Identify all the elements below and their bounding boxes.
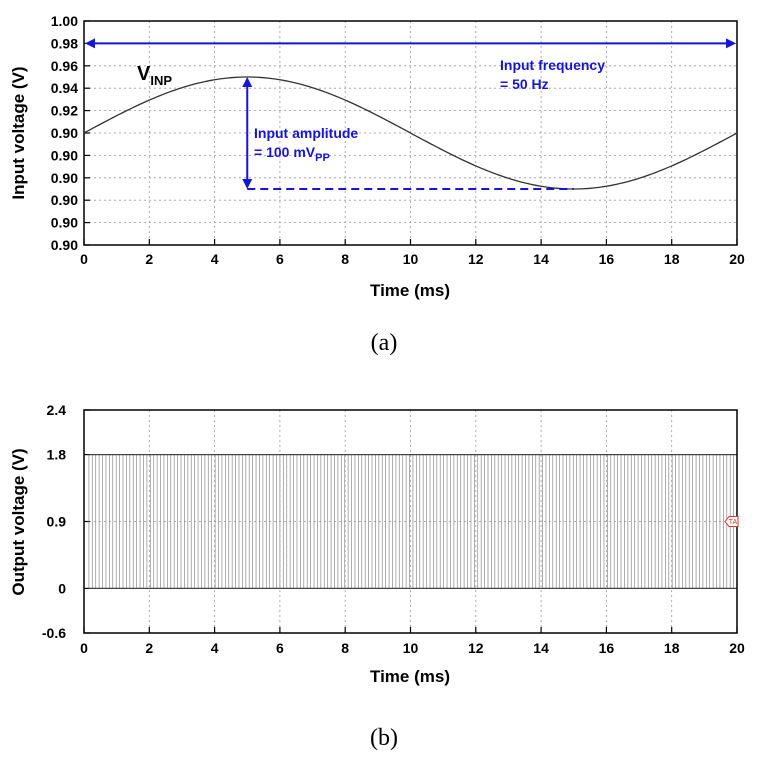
x-tick-label-b: 16 xyxy=(599,640,615,656)
y-tick-label-a: 0.90 xyxy=(51,125,78,141)
x-tick-label-a: 10 xyxy=(403,251,419,267)
x-tick-label-b: 18 xyxy=(664,640,680,656)
x-tick-label-b: 8 xyxy=(341,640,349,656)
x-tick-label-a: 2 xyxy=(145,251,153,267)
x-tick-label-a: 0 xyxy=(80,251,88,267)
x-tick-label-b: 14 xyxy=(533,640,549,656)
y-tick-label-a: 0.90 xyxy=(51,147,78,163)
x-tick-label-b: 10 xyxy=(403,640,419,656)
y-ticks-a: 1.00 0.98 0.96 0.94 0.92 0.90 0.90 0.90 0.90 0.90… xyxy=(51,13,78,253)
y-tick-label-a: 0.90 xyxy=(51,237,78,253)
ta-marker-shape xyxy=(724,516,739,527)
y-tick-label-a: 1.00 xyxy=(51,13,78,29)
x-tick-label-b: 20 xyxy=(729,640,745,656)
x-tick-label-a: 14 xyxy=(533,251,549,267)
panel-label-b: (b) xyxy=(370,725,398,751)
panel-label-a: (a) xyxy=(371,330,398,356)
y-ticks-b: 2.4 1.8 0.9 0 -0.6 xyxy=(42,402,66,641)
output-pulse-train xyxy=(88,454,734,589)
x-tick-label-b: 12 xyxy=(468,640,484,656)
y-tick-label-b: -0.6 xyxy=(42,625,66,641)
y-tick-label-a: 0.90 xyxy=(51,170,78,186)
x-tick-label-a: 18 xyxy=(664,251,680,267)
vinp-series-line xyxy=(83,76,738,190)
x-ticks-b: 0 2 4 6 8 10 12 14 16 18 20 xyxy=(80,640,745,656)
output-voltage-chart: 2.4 1.8 0.9 0 -0.6 0 2 4 6 8 10 12 14 16 18 20 TA Time… xyxy=(9,402,745,751)
x-tick-label-a: 4 xyxy=(211,251,219,267)
y-tick-label-a: 0.90 xyxy=(51,215,78,231)
amplitude-arrowhead-bottom xyxy=(242,179,253,189)
ta-marker: TA xyxy=(724,516,739,527)
vinp-series-label: VINP xyxy=(137,63,172,88)
vinp-label-main: V xyxy=(137,63,151,85)
y-tick-label-a: 0.92 xyxy=(51,103,78,119)
amplitude-label-subscript: PP xyxy=(315,152,330,164)
frequency-arrowhead-right xyxy=(726,38,736,49)
x-ticks-a: 0 2 4 6 8 10 12 14 16 18 20 xyxy=(80,251,745,267)
amplitude-label-value: = 100 mV xyxy=(254,144,316,160)
x-tick-label-b: 0 xyxy=(80,640,88,656)
frequency-arrowhead-left xyxy=(85,38,95,49)
y-tick-label-a: 0.98 xyxy=(51,35,78,51)
y-tick-label-b: 1.8 xyxy=(47,447,67,463)
y-tick-label-a: 0.90 xyxy=(51,192,78,208)
y-tick-label-b: 0 xyxy=(58,580,66,596)
frequency-label-line2: = 50 Hz xyxy=(500,76,549,92)
y-axis-label-a: Input voltage (V) xyxy=(9,66,28,199)
x-axis-label-a: Time (ms) xyxy=(370,281,450,300)
vinp-label-subscript: INP xyxy=(150,73,172,88)
x-tick-label-b: 6 xyxy=(276,640,284,656)
x-axis-label-b: Time (ms) xyxy=(370,667,450,686)
y-tick-label-a: 0.96 xyxy=(51,58,78,74)
x-tick-label-a: 8 xyxy=(341,251,349,267)
y-tick-label-b: 2.4 xyxy=(47,402,67,418)
amplitude-arrowhead-top xyxy=(242,77,253,87)
y-axis-label-b: Output voltage (V) xyxy=(9,448,28,595)
input-voltage-chart: 1.00 0.98 0.96 0.94 0.92 0.90 0.90 0.90 0.90 0.90… xyxy=(9,13,745,356)
y-tick-label-b: 0.9 xyxy=(47,514,67,530)
amplitude-label-line2: = 100 mVPP xyxy=(254,144,330,164)
x-tick-label-a: 20 xyxy=(729,251,745,267)
x-tick-label-b: 4 xyxy=(211,640,219,656)
x-tick-label-a: 16 xyxy=(599,251,615,267)
x-tick-label-a: 12 xyxy=(468,251,484,267)
y-tick-label-a: 0.94 xyxy=(51,80,78,96)
x-tick-label-b: 2 xyxy=(145,640,153,656)
frequency-label-line1: Input frequency xyxy=(500,57,605,73)
grid-b xyxy=(83,409,738,634)
amplitude-label-line1: Input amplitude xyxy=(254,125,358,141)
x-tick-label-a: 6 xyxy=(276,251,284,267)
ta-marker-label: TA xyxy=(729,519,738,526)
